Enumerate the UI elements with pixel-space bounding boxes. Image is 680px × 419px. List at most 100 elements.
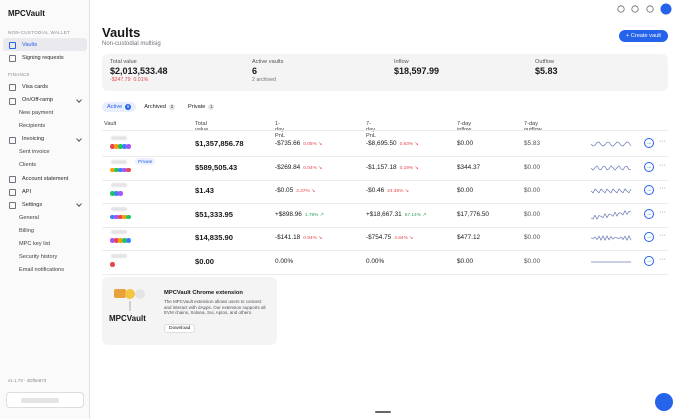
- vault-row[interactable]: $14,835.90 -$141.180.94% -$754.754.84% $477…: [0, 227, 680, 252]
- extension-description: The MPCVault extension allows users to c…: [164, 299, 266, 316]
- create-vault-button[interactable]: Create vault: [619, 30, 668, 42]
- account-switcher[interactable]: [6, 392, 84, 408]
- nav-subitem[interactable]: Clients: [19, 162, 37, 169]
- tab-label: Active: [107, 104, 123, 110]
- token-icon: [114, 191, 119, 196]
- pnl-cell: -$754.75 4.84%: [366, 234, 413, 241]
- avatar[interactable]: [660, 3, 672, 15]
- tab-count: 2: [169, 104, 175, 110]
- token-icon: [122, 214, 127, 220]
- total-value: $14,835.90: [195, 233, 234, 243]
- vault-tag: Private: [135, 157, 156, 165]
- vault-row[interactable]: $1,357,856.78 -$735.660.05% -$8,695.500.63…: [0, 133, 680, 157]
- vault-row[interactable]: Private $589,505.43 -$269.840.04% -$1,157.1…: [0, 157, 680, 181]
- token-icon: [126, 238, 131, 243]
- token-icon: [114, 238, 119, 243]
- more-button[interactable]: ···: [659, 161, 666, 169]
- token-icon: [110, 144, 115, 149]
- open-vault-button[interactable]: →: [644, 232, 654, 243]
- nav-item[interactable]: Account statement: [3, 172, 87, 185]
- download-button[interactable]: Download: [164, 324, 196, 333]
- more-button[interactable]: ···: [659, 208, 666, 216]
- stat-value: $5.83: [535, 66, 558, 76]
- pnl-pct: 0.00%: [275, 258, 294, 265]
- divider: [102, 156, 668, 157]
- tab[interactable]: Active 6: [102, 102, 137, 112]
- settings-icon[interactable]: [646, 5, 654, 13]
- more-button[interactable]: ···: [659, 138, 666, 145]
- open-vault-button[interactable]: →: [644, 256, 654, 266]
- tab-label: Private: [188, 104, 206, 110]
- total-value: $1,357,856.78: [195, 139, 244, 148]
- pnl-amount: +$18,667.31: [366, 210, 402, 218]
- pnl-cell: -$8,695.50 0.63%: [366, 140, 419, 147]
- pnl-pct: 3.37%: [296, 189, 315, 194]
- token-icon: [126, 214, 131, 220]
- token-icon: [122, 144, 127, 149]
- open-vault-button[interactable]: →: [644, 161, 654, 172]
- sparkline: [591, 164, 632, 171]
- stat-label: Inflow: [394, 59, 409, 65]
- column-header: Vault: [104, 121, 117, 127]
- divider: [102, 250, 668, 252]
- pnl-pct: 57.14%: [405, 213, 427, 218]
- notifications-icon[interactable]: [631, 5, 639, 13]
- stat: Outflow $5.83: [535, 59, 558, 76]
- nav-item[interactable]: API: [3, 185, 87, 198]
- pnl-cell: -$269.84 0.04%: [275, 164, 322, 171]
- pnl-pct: 0.94%: [303, 236, 322, 241]
- outflow: $0.00: [524, 234, 540, 242]
- help-icon[interactable]: [617, 5, 625, 13]
- extension-title: MPCVault Chrome extension: [164, 290, 243, 296]
- sparkline: [591, 235, 632, 242]
- more-button[interactable]: ···: [659, 185, 666, 193]
- token-icon: [118, 214, 123, 220]
- chat-button[interactable]: [655, 393, 673, 411]
- change-amount: -$247.79: [110, 77, 131, 83]
- stat-value: $2,013,533.48: [110, 66, 168, 76]
- tab-label: Archived: [144, 104, 166, 110]
- nav-subitem[interactable]: Sent invoice: [19, 149, 50, 156]
- nav-subitem[interactable]: Email notifications: [19, 267, 65, 273]
- open-vault-button[interactable]: →: [644, 208, 654, 219]
- nav-item[interactable]: On/Off-ramp: [3, 94, 87, 107]
- nav-item[interactable]: Signing requests: [3, 51, 87, 64]
- nav-item[interactable]: Invoicing: [3, 133, 87, 146]
- more-button[interactable]: ···: [659, 232, 666, 240]
- nav-subitem[interactable]: MPC key list: [19, 241, 51, 247]
- pnl-pct: 0.00%: [366, 258, 385, 265]
- open-vault-button[interactable]: →: [644, 138, 654, 148]
- pnl-cell: -$735.66 0.05%: [275, 140, 322, 147]
- tab-count: 6: [125, 104, 132, 110]
- logo: MPCVault: [8, 9, 45, 18]
- scroll-handle: [375, 411, 391, 413]
- tab[interactable]: Private 1: [183, 102, 219, 112]
- outflow: $0.00: [524, 258, 540, 265]
- nav-item[interactable]: Vaults: [3, 38, 87, 52]
- vault-row[interactable]: $51,333.95 +$898.961.78% +$18,667.3157.14%…: [0, 204, 680, 228]
- nav-subitem[interactable]: New payment: [19, 110, 54, 117]
- nav-subitem[interactable]: Billing: [19, 228, 34, 234]
- token-icon: [114, 214, 119, 220]
- open-vault-button[interactable]: →: [644, 185, 654, 196]
- vault-row[interactable]: $0.00 0.00% 0.00% $0.00 $0.00 → ···: [0, 251, 680, 275]
- more-button[interactable]: ···: [659, 256, 666, 263]
- nav-item[interactable]: Settings: [3, 198, 87, 211]
- outflow: $0.00: [524, 187, 540, 195]
- pnl-pct: 0.05%: [303, 142, 322, 147]
- pnl-amount: -$1,157.18: [366, 163, 397, 171]
- nav-item[interactable]: Visa cards: [3, 80, 87, 93]
- tab[interactable]: Archived 2: [139, 102, 180, 112]
- column-header: 7-day outflow: [524, 121, 542, 133]
- inflow: $17,776.50: [457, 210, 489, 218]
- nav: NON-CUSTODIAL WALLET Vaults Signing reques…: [0, 22, 90, 277]
- nav-subitem[interactable]: Security history: [19, 254, 58, 260]
- stat-label: Outflow: [535, 59, 554, 65]
- divider: [102, 226, 668, 228]
- token-icon: [110, 262, 115, 267]
- nav-subitem[interactable]: Recipients: [19, 123, 46, 130]
- nav-subitem[interactable]: General: [19, 215, 39, 221]
- outflow: $0.00: [524, 210, 540, 218]
- stat-change: -$247.79 0.01%: [110, 77, 168, 83]
